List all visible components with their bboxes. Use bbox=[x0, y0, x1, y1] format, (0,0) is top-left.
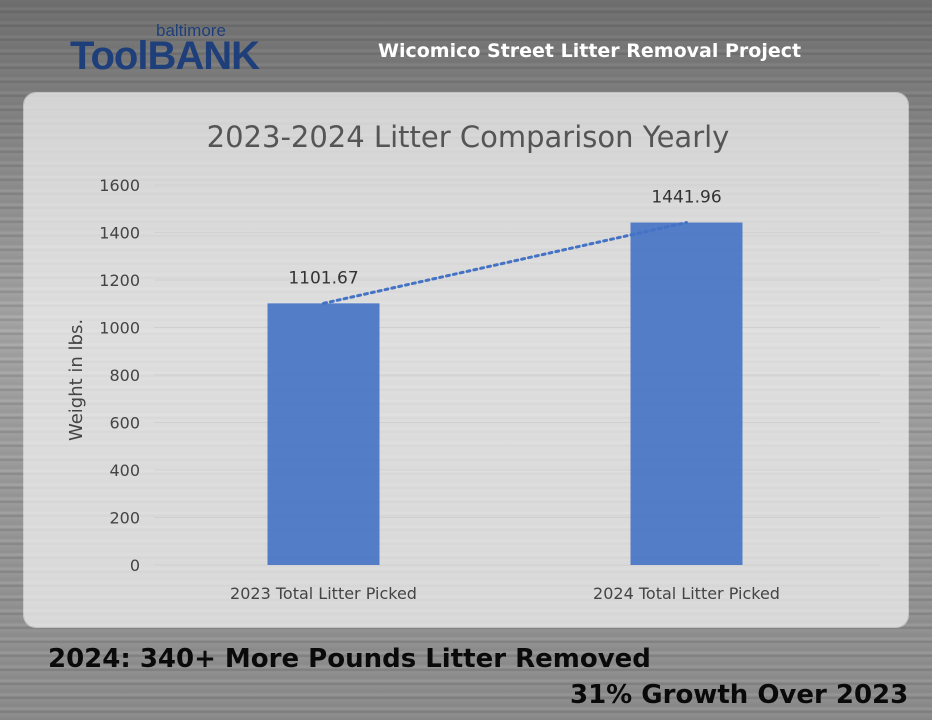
y-tick-label: 1000 bbox=[99, 319, 140, 338]
grid-lines bbox=[154, 184, 880, 566]
bar bbox=[630, 222, 743, 566]
y-tick-label: 400 bbox=[109, 461, 140, 480]
logo-main-text: ToolBANK bbox=[70, 34, 260, 78]
x-tick-label: 2024 Total Litter Picked bbox=[593, 584, 780, 603]
y-tick-label: 1400 bbox=[99, 224, 140, 243]
footer-growth: 31% Growth Over 2023 bbox=[570, 680, 909, 710]
y-tick-label: 800 bbox=[109, 366, 140, 385]
y-axis-label: Weight in lbs. bbox=[66, 319, 87, 441]
page-title: Wicomico Street Litter Removal Project bbox=[378, 40, 802, 62]
y-tick-label: 1200 bbox=[99, 271, 140, 290]
toolbank-logo: baltimore ToolBANK bbox=[70, 21, 290, 78]
x-tick-labels: 2023 Total Litter Picked 2024 Total Litte… bbox=[230, 584, 780, 603]
trendline-line bbox=[322, 221, 688, 305]
data-label: 1101.67 bbox=[288, 268, 358, 288]
footer-headline: 2024: 340+ More Pounds Litter Removed bbox=[48, 644, 651, 674]
logo-small-text: baltimore bbox=[156, 21, 226, 40]
data-labels: 1101.67 1441.96 bbox=[288, 188, 721, 289]
chart-panel: 2023-2024 Litter Comparison Yearly Weigh… bbox=[24, 93, 908, 627]
x-tick-label: 2023 Total Litter Picked bbox=[230, 584, 417, 603]
bar-chart: 2023-2024 Litter Comparison Yearly Weigh… bbox=[66, 120, 880, 603]
y-tick-label: 200 bbox=[109, 509, 140, 528]
bar bbox=[267, 303, 380, 565]
data-label: 1441.96 bbox=[651, 188, 721, 208]
y-tick-label: 600 bbox=[109, 414, 140, 433]
y-tick-label: 0 bbox=[130, 556, 140, 575]
chart-title: 2023-2024 Litter Comparison Yearly bbox=[207, 120, 730, 154]
y-tick-label: 1600 bbox=[99, 176, 140, 195]
trendline bbox=[322, 221, 688, 305]
y-tick-labels: 0 200 400 600 800 1000 1200 1400 1600 bbox=[99, 176, 140, 575]
bars bbox=[267, 222, 743, 566]
